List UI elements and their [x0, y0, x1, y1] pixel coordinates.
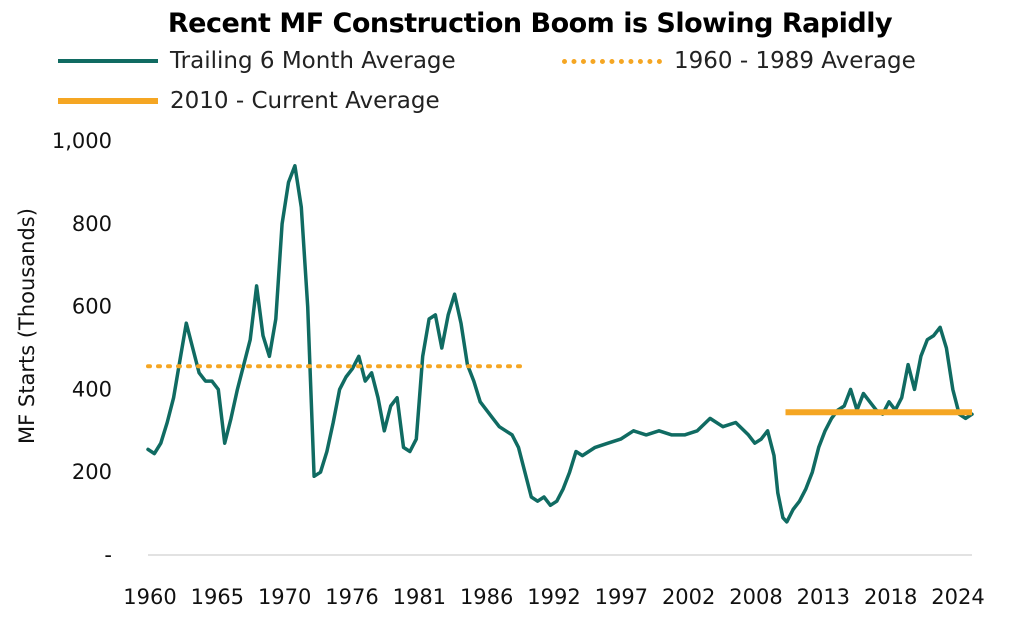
legend-item-trailing: Trailing 6 Month Average	[58, 48, 456, 74]
legend-swatch-trailing	[58, 59, 158, 63]
chart-series	[146, 164, 974, 524]
y-tick-label: 1,000	[52, 129, 112, 153]
y-axis-label: MF Starts (Thousands)	[15, 208, 39, 444]
x-tick-label: 1976	[325, 585, 378, 609]
x-tick-label: 1997	[595, 585, 648, 609]
series-line-trailing-6-month	[146, 164, 974, 524]
legend-item-1960-1989: 1960 - 1989 Average	[562, 48, 916, 74]
x-tick-label: 1965	[191, 585, 244, 609]
y-tick-label: 400	[72, 377, 112, 401]
x-tick-label: 2008	[729, 585, 782, 609]
x-tick-label: 1960	[123, 585, 176, 609]
x-tick-label: 2013	[797, 585, 850, 609]
y-tick-label: -	[104, 543, 112, 567]
x-tick-label: 2024	[931, 585, 984, 609]
x-tick-label: 1986	[460, 585, 513, 609]
x-tick-label: 1970	[258, 585, 311, 609]
x-tick-label: 2018	[864, 585, 917, 609]
legend-label-trailing: Trailing 6 Month Average	[170, 48, 456, 74]
x-tick-label: 1981	[393, 585, 446, 609]
chart-axes: - 200 400 600 800 1,000 1960 1965 1970 1976 1981 19…	[52, 129, 985, 609]
x-tick-label: 2002	[662, 585, 715, 609]
x-tick-label: 1992	[527, 585, 580, 609]
legend-label-2010-current: 2010 - Current Average	[170, 88, 440, 114]
y-tick-label: 200	[72, 460, 112, 484]
y-tick-label: 800	[72, 212, 112, 236]
y-tick-label: 600	[72, 295, 112, 319]
legend-item-2010-current: 2010 - Current Average	[58, 88, 440, 114]
legend-label-1960-1989: 1960 - 1989 Average	[674, 48, 916, 74]
legend-swatch-1960-1989	[562, 58, 662, 64]
legend-swatch-2010-current	[58, 98, 158, 104]
chart-title: Recent MF Construction Boom is Slowing R…	[167, 8, 893, 39]
